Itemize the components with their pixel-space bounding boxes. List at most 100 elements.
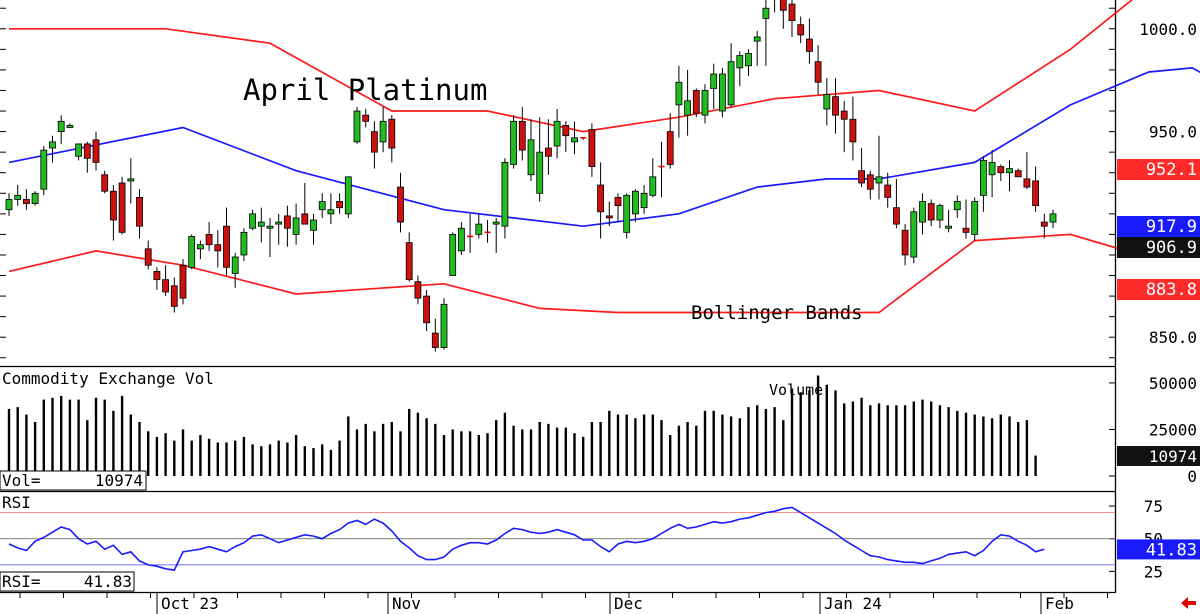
price-tick-label: 850.0: [1149, 328, 1197, 347]
candle: [214, 230, 222, 268]
candle: [110, 185, 117, 241]
svg-text:952.1: 952.1: [1146, 160, 1197, 180]
candle: [75, 143, 82, 161]
candle: [640, 185, 648, 214]
volume-readout-value: 10974: [95, 471, 143, 490]
candle: [449, 232, 457, 276]
candle: [57, 115, 65, 144]
candle: [353, 106, 361, 144]
candle: [945, 209, 952, 233]
candle: [162, 265, 170, 297]
candle: [188, 234, 196, 270]
candle: [710, 63, 718, 109]
candle: [144, 240, 152, 270]
candle: [397, 172, 404, 233]
candle: [823, 78, 831, 126]
candle: [101, 170, 109, 194]
candle: [997, 164, 1005, 181]
candle: [623, 193, 631, 239]
candle: [684, 69, 691, 136]
candle: [179, 259, 187, 305]
candle: [1006, 160, 1013, 192]
candle: [196, 240, 204, 260]
panel-frame: [0, 0, 1117, 594]
rsi-tick-label: 75: [1144, 497, 1163, 516]
candle: [518, 106, 526, 161]
candle: [257, 207, 265, 243]
candle: [327, 193, 335, 225]
volume-tick-label: 50000: [1149, 374, 1197, 393]
candle: [927, 199, 935, 227]
candle: [457, 222, 465, 255]
candle: [170, 277, 178, 313]
candle: [1023, 152, 1031, 190]
volume-axis: 50000 25000 0: [1109, 374, 1197, 486]
candle: [440, 298, 448, 350]
candle: [910, 207, 918, 264]
rsi-reference-lines: [0, 512, 1115, 566]
candle: [571, 121, 578, 155]
rsi-readout-label: RSI=: [2, 572, 41, 591]
candle: [388, 115, 396, 163]
volume-last-tag: [1117, 446, 1200, 466]
candle: [379, 106, 387, 153]
candle: [266, 217, 274, 258]
candle: [597, 162, 604, 239]
chart-title: April Platinum: [243, 73, 487, 107]
candle: [22, 189, 30, 210]
candle: [814, 45, 822, 95]
candle: [588, 123, 596, 177]
candle: [753, 30, 761, 66]
candle: [692, 88, 700, 118]
candle: [788, 0, 796, 38]
candle: [405, 232, 413, 282]
candle: [92, 131, 100, 171]
price-tag: 952.1: [1117, 159, 1200, 180]
volume-readout-label: Vol=: [2, 471, 41, 490]
candle: [467, 213, 474, 253]
candle: [344, 176, 352, 218]
date-axis: Oct 23 Nov Dec Jan 24 Feb: [19, 593, 1108, 614]
candle: [510, 115, 518, 169]
candle: [527, 119, 535, 181]
volume-panel-title: Commodity Exchange Vol: [2, 369, 214, 388]
candle: [797, 16, 805, 44]
scroll-left-arrow-icon[interactable]: [1181, 597, 1196, 609]
candle: [962, 199, 970, 239]
candle: [736, 51, 744, 87]
candle: [1040, 213, 1048, 239]
candlestick-series: [5, 0, 1057, 352]
date-tick-label: Oct 23: [161, 594, 219, 613]
price-tick-label: 950.0: [1149, 123, 1197, 142]
candle: [501, 158, 509, 239]
candle: [49, 135, 56, 163]
rsi-line: [8, 506, 1045, 571]
candle: [205, 222, 213, 251]
date-tick-label: Nov: [392, 594, 421, 613]
candle: [83, 141, 91, 173]
candle: [136, 189, 143, 239]
candle: [893, 178, 900, 229]
candle: [562, 121, 570, 153]
bollinger-middle-line: [8, 67, 1200, 228]
candle: [475, 213, 483, 239]
candle: [336, 193, 344, 214]
candle: [484, 220, 491, 243]
volume-last-tag-label: 10974: [1149, 447, 1197, 466]
candle: [832, 78, 839, 134]
candle: [249, 209, 257, 231]
candle: [901, 224, 909, 266]
candle: [1014, 168, 1022, 178]
candle: [414, 275, 422, 305]
candle: [779, 0, 787, 29]
price-tag: 883.8: [1117, 279, 1200, 300]
candle: [14, 185, 22, 206]
candle: [283, 205, 291, 247]
candle: [953, 195, 961, 218]
candle: [492, 217, 500, 253]
